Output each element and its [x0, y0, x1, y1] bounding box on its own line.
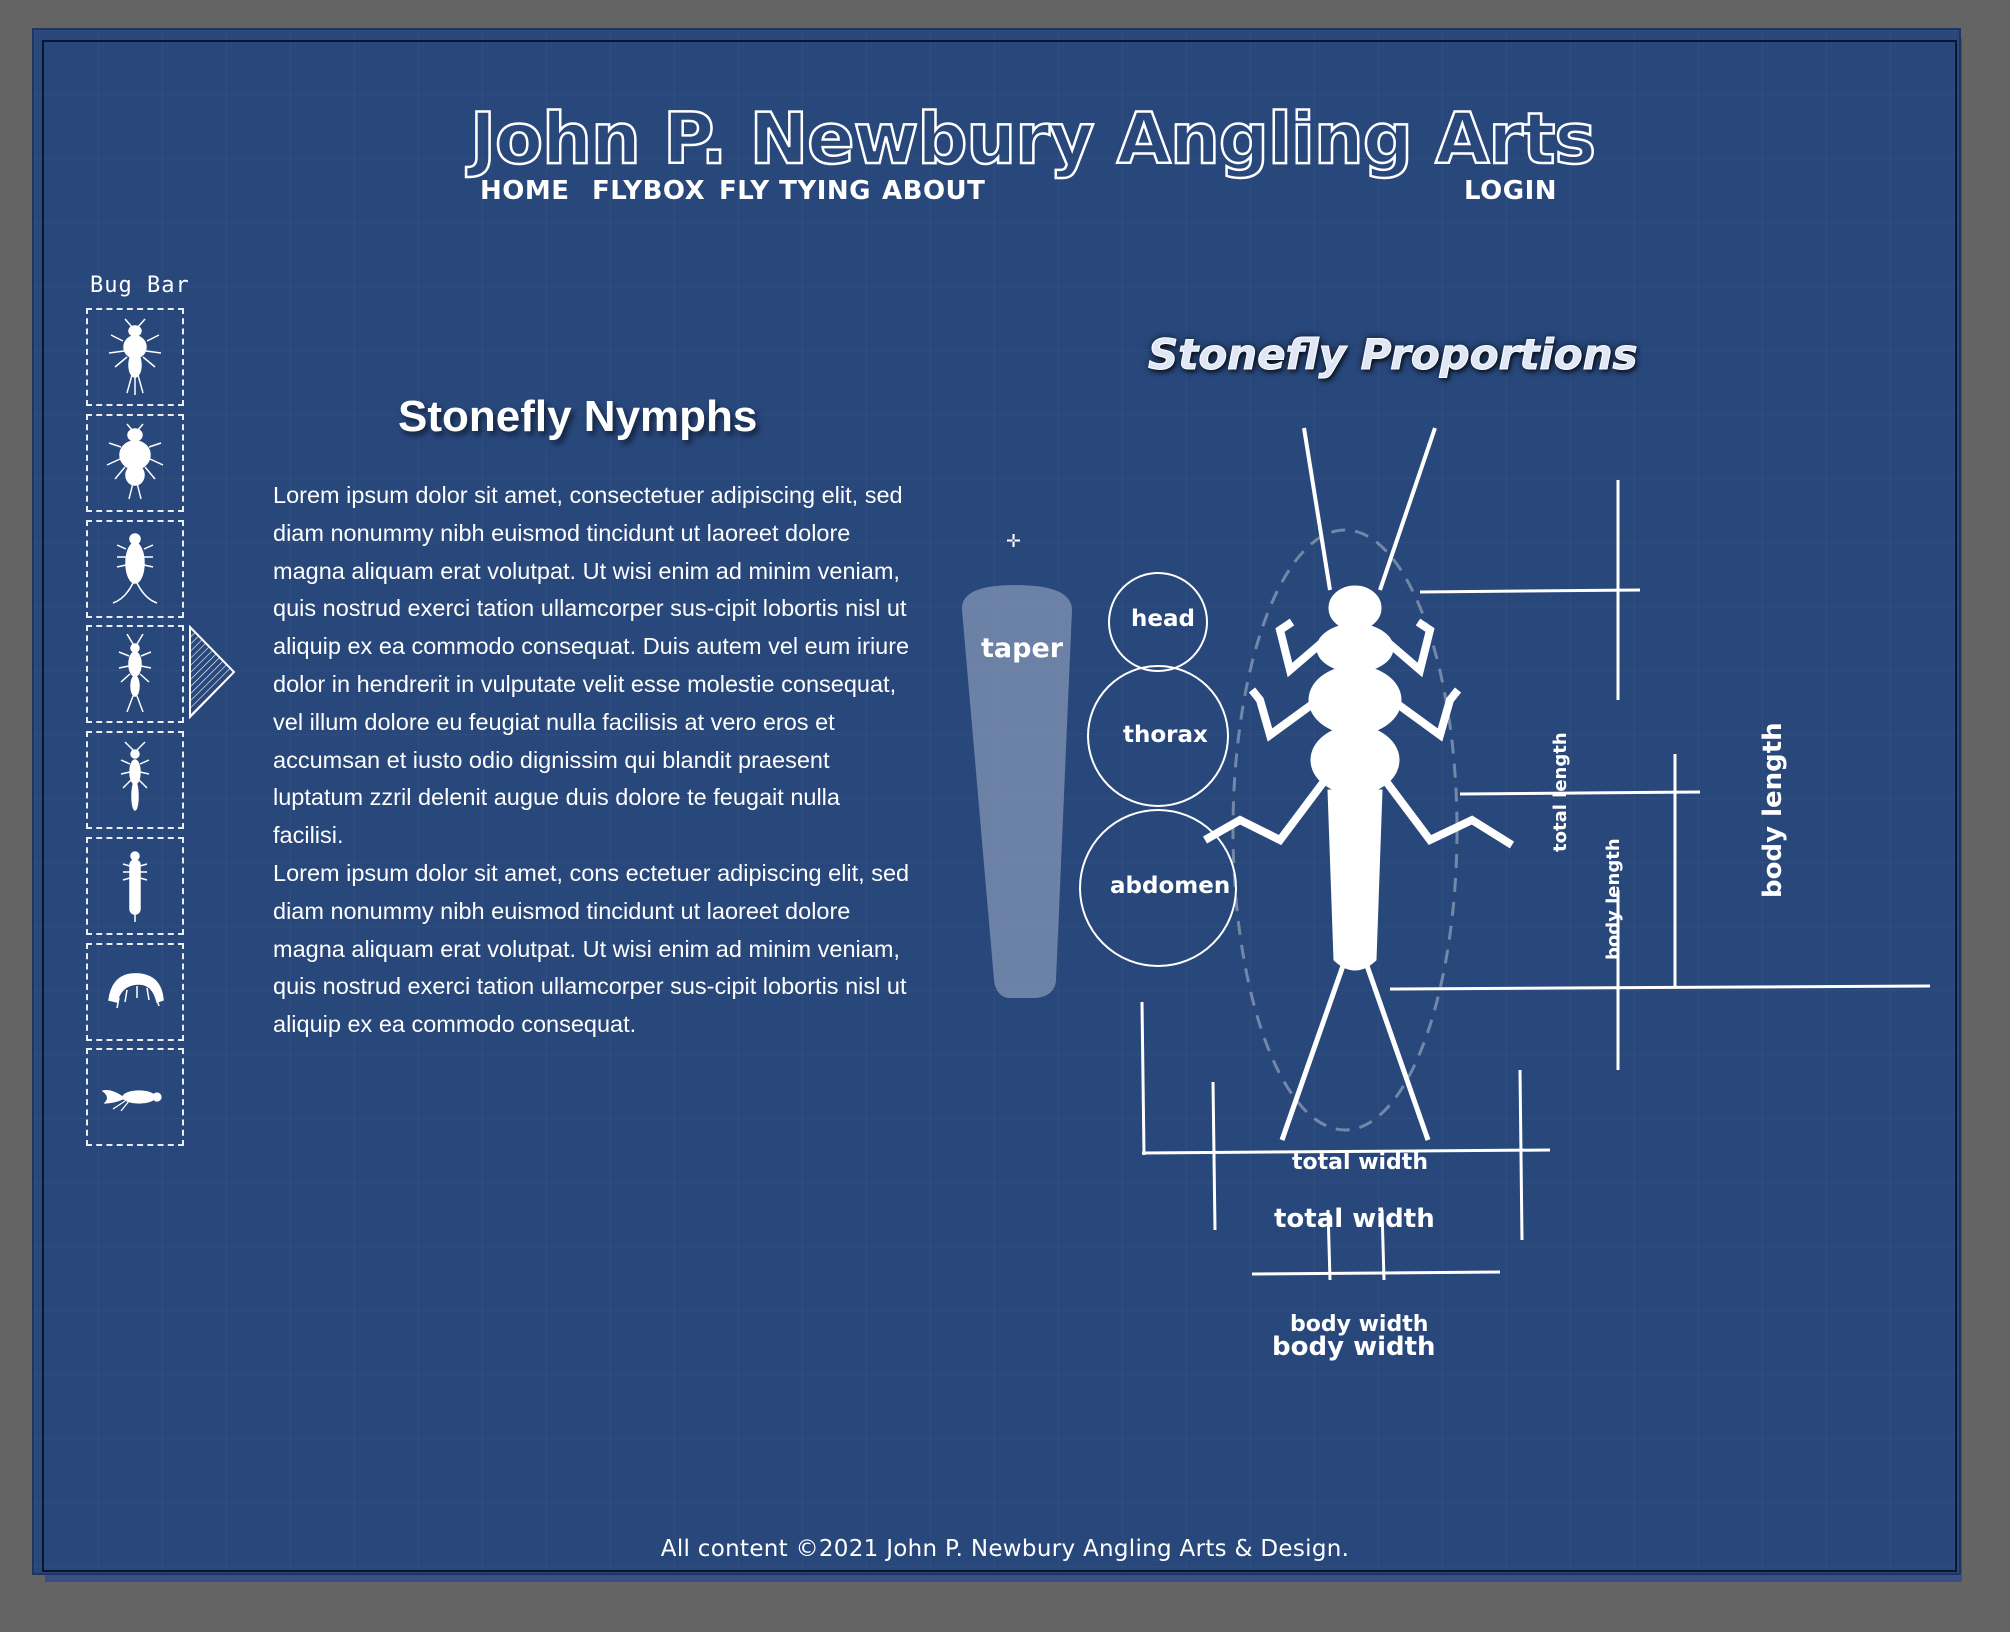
article-title: Stonefly Nymphs — [398, 392, 758, 441]
nav-home[interactable]: HOME — [480, 176, 570, 206]
thorax-label: thorax — [1123, 722, 1208, 748]
abdomen-label: abdomen — [1110, 873, 1231, 899]
site-title[interactable]: John P. Newbury Angling Arts — [469, 97, 1598, 182]
abdomen-circle — [1079, 809, 1237, 967]
proportions-title: Stonefly Proportions — [1148, 330, 1639, 380]
article-paragraph: Lorem ipsum dolor sit amet, cons ectetue… — [273, 859, 910, 1038]
bug-bar-item-damselfly[interactable] — [86, 731, 184, 829]
body-length-large-label: body length — [1758, 722, 1788, 898]
bug-bar-item-mayfly[interactable] — [86, 308, 184, 406]
body-length-small-label: body length — [1603, 838, 1624, 960]
bug-bar-item-scud[interactable] — [86, 943, 184, 1041]
body-width-large-label: body width — [1272, 1332, 1436, 1362]
stonefly-wide-icon — [106, 423, 164, 500]
selected-indicator-arrow-icon — [189, 625, 236, 719]
total-width-large-label: total width — [1274, 1204, 1435, 1234]
bug-bar-item-fly-pattern[interactable] — [86, 1048, 184, 1146]
article-paragraph: Lorem ipsum dolor sit amet, consectetuer… — [273, 482, 910, 849]
length-measure-lines — [1389, 480, 1931, 1070]
mayfly-nymph-icon — [108, 318, 162, 395]
scud-icon — [108, 973, 164, 1009]
head-circle — [1108, 572, 1208, 672]
nav-about[interactable]: ABOUT — [882, 176, 986, 206]
bug-bar-item-stonefly-selected[interactable] — [86, 625, 184, 723]
bug-bar-title: Bug Bar — [90, 273, 190, 298]
caddis-nymph-icon — [112, 533, 158, 604]
bug-bar-item-larva[interactable] — [86, 837, 184, 935]
taper-shape — [961, 585, 1072, 998]
crosshair-cursor-icon: ✛ — [1006, 531, 1022, 552]
blueprint-board — [34, 30, 1959, 1573]
footer-copyright: All content ©2021 John P. Newbury Anglin… — [660, 1536, 1350, 1562]
bug-bar-item-caddis[interactable] — [86, 520, 184, 618]
taper-label: taper — [981, 633, 1064, 664]
thorax-circle — [1087, 665, 1229, 807]
article-body: Lorem ipsum dolor sit amet, consectetuer… — [273, 477, 913, 1044]
width-measure-lines — [1140, 1001, 1551, 1281]
total-width-small-label: total width — [1292, 1150, 1428, 1175]
head-label: head — [1131, 606, 1195, 632]
nav-login[interactable]: LOGIN — [1464, 176, 1558, 206]
stonefly-nymph-icon — [118, 634, 152, 713]
fly-pattern-icon — [101, 1090, 162, 1112]
stonefly-proportions-diagram — [961, 427, 1931, 1281]
nav-flybox[interactable]: FLYBOX — [592, 176, 706, 206]
larva-icon — [122, 851, 148, 922]
damselfly-nymph-icon — [120, 741, 150, 811]
stonefly-silhouette — [1203, 427, 1515, 1141]
nav-fly-tying[interactable]: FLY TYING — [719, 176, 871, 206]
total-length-small-label: total length — [1550, 732, 1571, 852]
body-width-small-label: body width — [1290, 1312, 1429, 1337]
bug-bar-item-stonefly-wide[interactable] — [86, 414, 184, 512]
